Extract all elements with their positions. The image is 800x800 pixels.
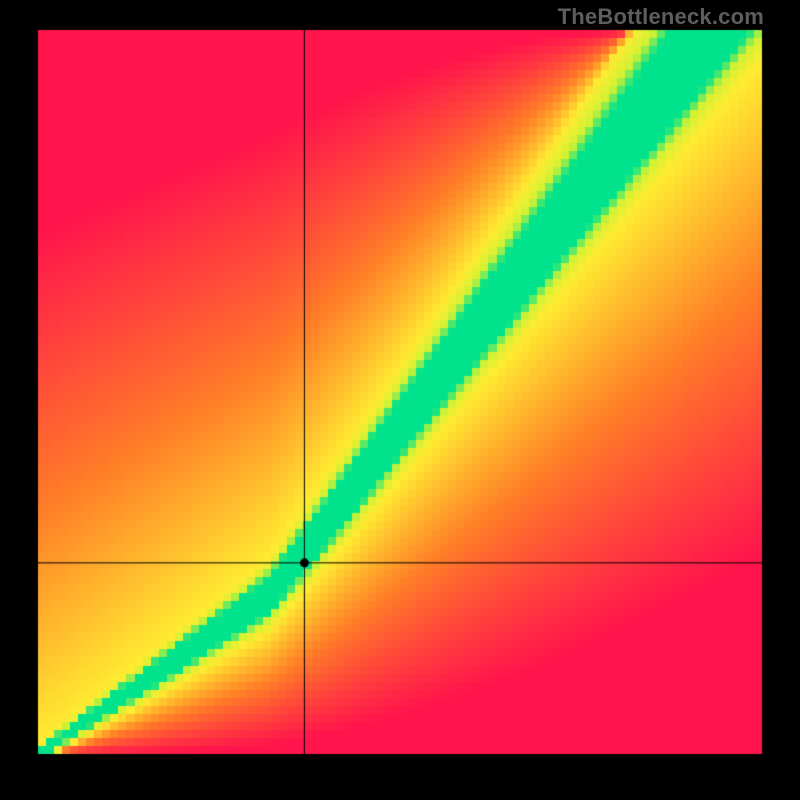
bottleneck-heatmap <box>0 0 800 800</box>
chart-root: { "attribution": "TheBottleneck.com", "a… <box>0 0 800 800</box>
attribution-label: TheBottleneck.com <box>558 4 764 30</box>
